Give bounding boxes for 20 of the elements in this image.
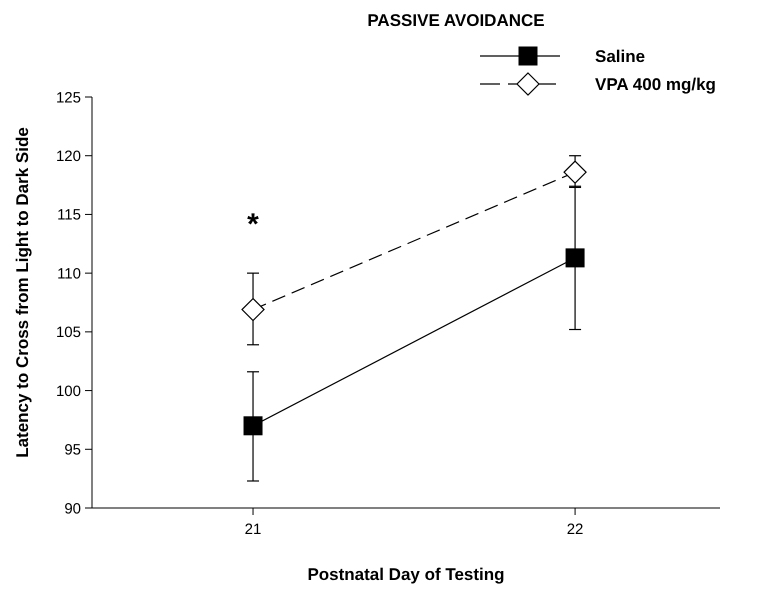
point bbox=[244, 416, 263, 436]
point bbox=[563, 160, 587, 184]
y-tick-label: 105 bbox=[56, 324, 81, 342]
legend-label: Saline bbox=[595, 46, 646, 66]
legend-label: VPA 400 mg/kg bbox=[595, 74, 716, 94]
y-tick-label: 95 bbox=[64, 442, 81, 459]
x-axis-title: Postnatal Day of Testing bbox=[307, 565, 505, 584]
y-tick-label: 115 bbox=[57, 206, 81, 224]
point bbox=[566, 248, 585, 268]
y-tick-label: 120 bbox=[56, 148, 81, 165]
x-tick-label: 21 bbox=[244, 521, 262, 538]
y-tick-label: 100 bbox=[56, 382, 81, 400]
chart-title: PASSIVE AVOIDANCE bbox=[367, 11, 545, 30]
y-tick-label: 125 bbox=[56, 89, 81, 106]
annotation: * bbox=[247, 208, 260, 242]
y-axis-title: Latency to Cross from Light to Dark Side bbox=[13, 127, 32, 458]
x-tick-label: 22 bbox=[566, 521, 584, 538]
y-tick-label: 90 bbox=[64, 500, 81, 518]
point bbox=[241, 298, 265, 322]
y-tick-label: 110 bbox=[57, 265, 81, 282]
